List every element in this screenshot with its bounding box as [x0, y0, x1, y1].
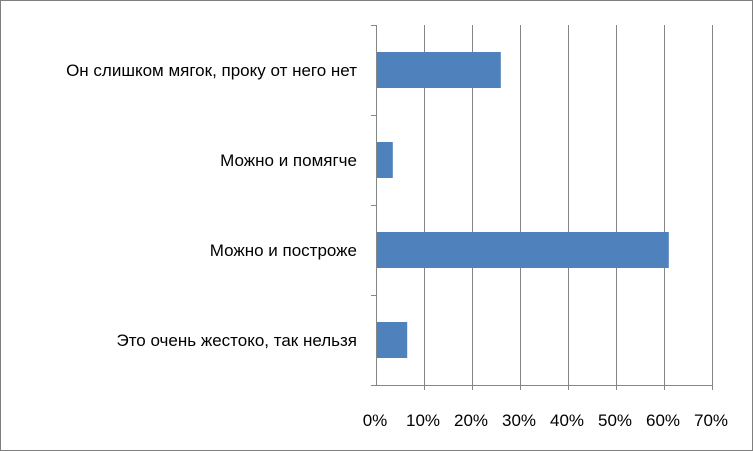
- x-tick-label: 40%: [550, 411, 584, 430]
- x-tick-label: 20%: [454, 411, 488, 430]
- category-label: Можно и построже: [210, 241, 357, 260]
- bars: [377, 52, 669, 358]
- category-label: Это очень жестоко, так нельзя: [116, 331, 357, 350]
- x-tick-label: 60%: [646, 411, 680, 430]
- category-label: Он слишком мягок, проку от него нет: [66, 61, 357, 80]
- category-axis: [371, 25, 713, 386]
- bar: [377, 232, 669, 268]
- x-tick-label: 0%: [363, 411, 388, 430]
- bar: [377, 52, 501, 88]
- x-tick-label: 30%: [502, 411, 536, 430]
- x-tick-labels: 0% 10% 20% 30% 40% 50% 60% 70%: [363, 411, 728, 430]
- category-label: Можно и помягче: [220, 151, 357, 170]
- x-tick-label: 50%: [598, 411, 632, 430]
- bar: [377, 142, 393, 178]
- category-labels: Он слишком мягок, проку от него нет Можно…: [66, 61, 357, 350]
- x-tick-label: 70%: [694, 411, 728, 430]
- x-tick-label: 10%: [406, 411, 440, 430]
- bar: [377, 322, 408, 358]
